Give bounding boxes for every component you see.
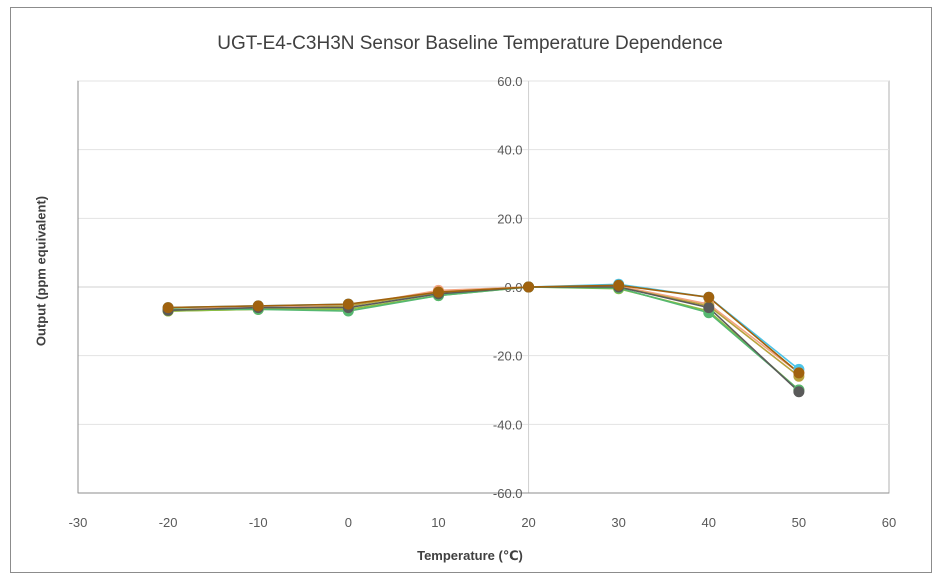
x-tick-label: -10: [249, 515, 268, 530]
x-tick-label: 30: [611, 515, 625, 530]
series-line-5: [168, 286, 800, 391]
y-tick-label: 40.0: [497, 143, 522, 158]
series-7-point: [432, 286, 444, 298]
series-7-point: [703, 291, 715, 303]
y-tick-label: 60.0: [497, 74, 522, 89]
x-tick-label: 60: [882, 515, 896, 530]
series-7-point: [252, 300, 264, 312]
series-7-point: [523, 281, 535, 293]
series-7-point: [793, 367, 805, 379]
x-tick-label: 0: [345, 515, 352, 530]
series-7-point: [613, 279, 625, 291]
y-tick-label: -20.0: [493, 349, 523, 364]
x-tick-label: -30: [69, 515, 88, 530]
series-line-6: [168, 286, 800, 393]
y-tick-label: 20.0: [497, 211, 522, 226]
series-6-point: [703, 302, 715, 314]
x-tick-label: 10: [431, 515, 445, 530]
chart-title: UGT-E4-C3H3N Sensor Baseline Temperature…: [217, 33, 723, 54]
series-6-point: [793, 386, 805, 398]
x-tick-label: 50: [792, 515, 806, 530]
x-tick-label: 20: [521, 515, 535, 530]
series-7-point: [342, 298, 354, 310]
y-tick-label: -60.0: [493, 486, 523, 501]
x-tick-label: -20: [159, 515, 178, 530]
y-tick-label: -40.0: [493, 417, 523, 432]
series-line-7: [168, 284, 800, 374]
series-7-point: [162, 302, 174, 314]
x-tick-label: 40: [702, 515, 716, 530]
x-axis-label: Temperature (℃): [417, 548, 523, 563]
